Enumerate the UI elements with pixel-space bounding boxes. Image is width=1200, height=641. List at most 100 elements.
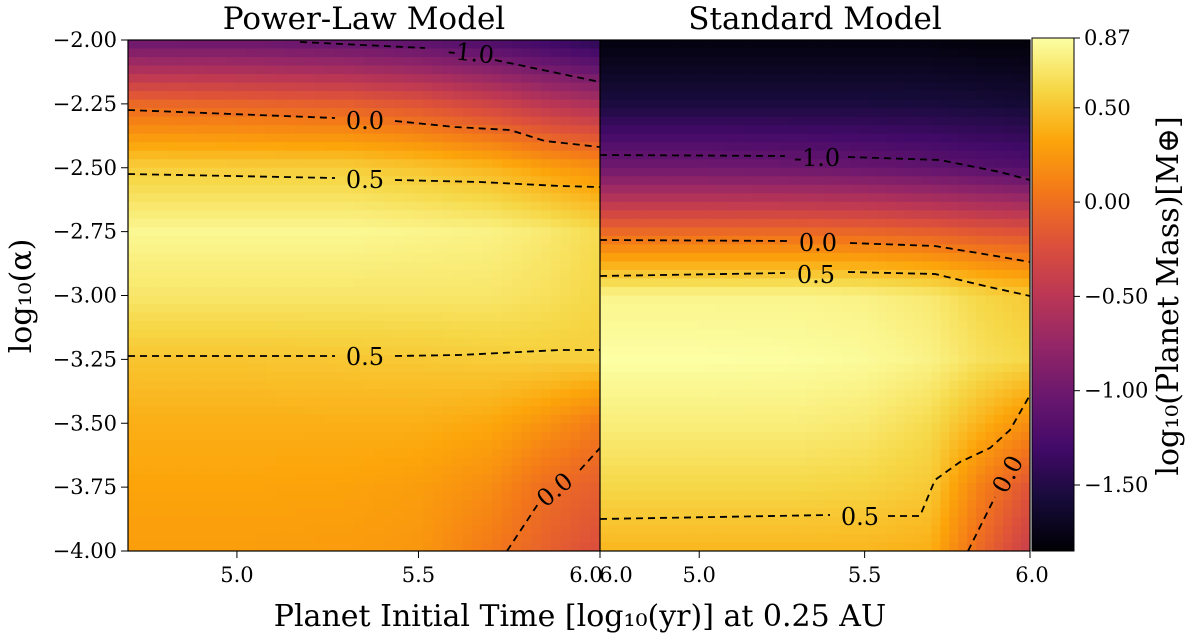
- heatmap-cell: [580, 48, 591, 58]
- heatmap-cell: [779, 48, 789, 58]
- heatmap-cell: [344, 406, 355, 416]
- heatmap-cell: [157, 218, 168, 228]
- heatmap-cell: [236, 286, 247, 297]
- heatmap-cell: [716, 397, 727, 407]
- heatmap-cell: [743, 261, 753, 271]
- heatmap-cell: [432, 295, 444, 305]
- heatmap-cell: [423, 542, 434, 551]
- heatmap-cell: [1021, 380, 1030, 390]
- heatmap-cell: [1012, 150, 1022, 160]
- heatmap-cell: [580, 406, 591, 416]
- heatmap-cell: [147, 465, 159, 475]
- heatmap-cell: [931, 304, 942, 314]
- heatmap-cell: [511, 431, 522, 441]
- heatmap-cell: [482, 440, 493, 450]
- heatmap-cell: [570, 150, 581, 160]
- heatmap-cell: [423, 499, 434, 510]
- heatmap-cell: [187, 474, 198, 484]
- heatmap-cell: [187, 312, 198, 322]
- heatmap-cell: [994, 278, 1004, 288]
- heatmap-cell: [521, 176, 532, 186]
- heatmap-cell: [491, 389, 503, 399]
- heatmap-cell: [305, 533, 316, 544]
- heatmap-cell: [725, 48, 735, 58]
- heatmap-cell: [832, 184, 843, 194]
- heatmap-cell: [698, 269, 709, 280]
- heatmap-cell: [662, 321, 673, 331]
- heatmap-cell: [868, 133, 879, 143]
- heatmap-cell: [644, 278, 655, 288]
- heatmap-cell: [949, 338, 959, 348]
- heatmap-cell: [255, 65, 267, 75]
- heatmap-cell: [877, 193, 888, 203]
- heatmap-cell: [314, 389, 326, 399]
- heatmap-cell: [958, 48, 968, 58]
- heatmap-cell: [832, 329, 843, 339]
- heatmap-cell: [373, 227, 385, 237]
- heatmap-cell: [511, 508, 522, 518]
- heatmap-cell: [1021, 159, 1030, 169]
- heatmap-cell: [344, 508, 355, 518]
- heatmap-cell: [560, 57, 572, 67]
- heatmap-cell: [949, 363, 959, 373]
- heatmap-cell: [922, 82, 933, 92]
- heatmap-cell: [462, 142, 473, 152]
- heatmap-cell: [187, 99, 198, 109]
- heatmap-cell: [196, 482, 208, 492]
- heatmap-cell: [442, 244, 454, 254]
- heatmap-cell: [442, 108, 454, 118]
- heatmap-cell: [644, 176, 655, 186]
- heatmap-cell: [216, 406, 227, 416]
- heatmap-cell: [689, 108, 700, 118]
- heatmap-cell: [521, 235, 532, 245]
- heatmap-cell: [236, 406, 247, 416]
- heatmap-cell: [393, 414, 404, 424]
- heatmap-cell: [850, 269, 861, 280]
- heatmap-cell: [521, 184, 532, 194]
- heatmap-cell: [432, 74, 444, 84]
- heatmap-cell: [788, 74, 798, 84]
- heatmap-cell: [806, 74, 816, 84]
- heatmap-cell: [354, 125, 365, 135]
- heatmap-cell: [472, 210, 483, 220]
- heatmap-cell: [383, 440, 395, 450]
- heatmap-cell: [373, 48, 385, 58]
- heatmap-cell: [600, 295, 610, 305]
- heatmap-cell: [305, 321, 316, 331]
- heatmap-cell: [680, 125, 691, 135]
- heatmap-cell: [285, 261, 296, 271]
- heatmap-cell: [940, 252, 950, 263]
- heatmap-cell: [644, 321, 655, 331]
- heatmap-cell: [265, 159, 277, 169]
- heatmap-cell: [635, 193, 646, 203]
- heatmap-cell: [985, 210, 995, 220]
- heatmap-cell: [1003, 108, 1013, 118]
- heatmap-cell: [913, 295, 924, 305]
- heatmap-cell: [797, 108, 807, 118]
- heatmap-cell: [886, 176, 897, 186]
- heatmap-cell: [442, 321, 454, 331]
- heatmap-cell: [128, 201, 139, 211]
- heatmap-cell: [806, 227, 816, 237]
- heatmap-cell: [167, 99, 178, 109]
- heatmap-cell: [815, 150, 825, 160]
- heatmap-cell: [128, 525, 139, 535]
- heatmap-cell: [167, 65, 178, 75]
- heatmap-cell: [662, 133, 673, 143]
- heatmap-cell: [521, 244, 532, 254]
- heatmap-cell: [859, 48, 870, 58]
- heatmap-cell: [761, 338, 771, 348]
- heatmap-cell: [958, 372, 968, 382]
- heatmap-cell: [521, 48, 532, 58]
- heatmap-cell: [403, 508, 414, 518]
- heatmap-cell: [324, 201, 336, 211]
- heatmap-cell: [994, 193, 1004, 203]
- heatmap-cell: [344, 227, 355, 237]
- heatmap-cell: [275, 312, 286, 322]
- heatmap-cell: [841, 329, 852, 339]
- heatmap-cell: [994, 380, 1004, 390]
- heatmap-cell: [680, 167, 691, 177]
- heatmap-cell: [707, 406, 718, 416]
- heatmap-cell: [1021, 82, 1030, 92]
- heatmap-cell: [958, 278, 968, 288]
